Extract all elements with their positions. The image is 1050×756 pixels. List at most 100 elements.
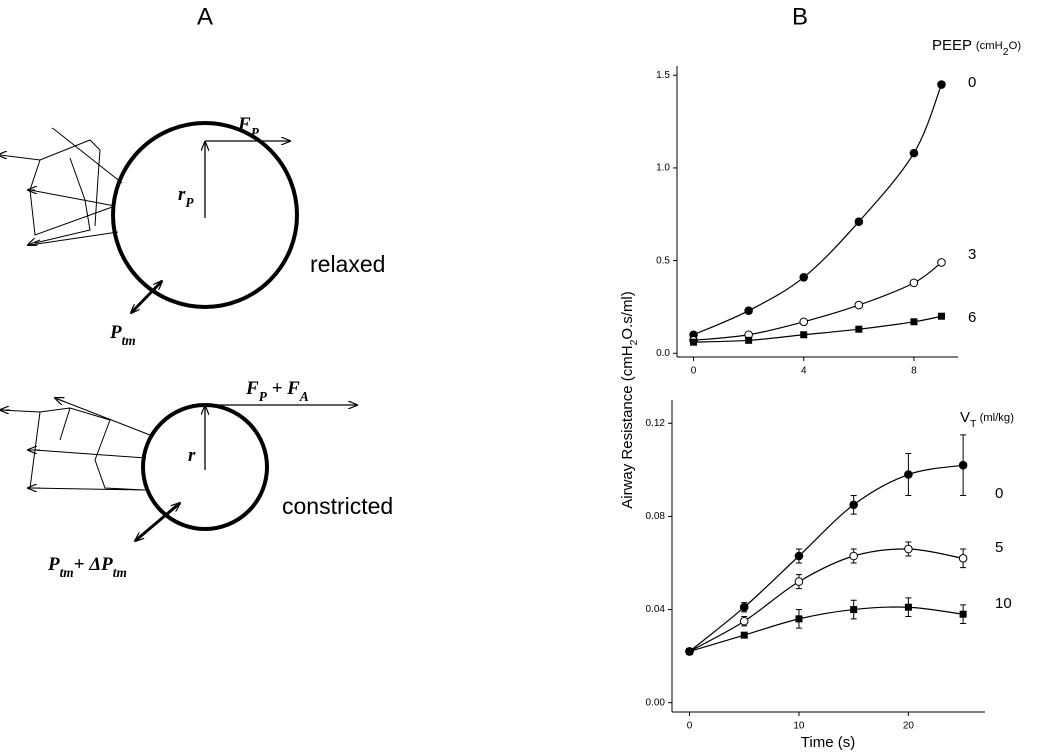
point (686, 647, 694, 655)
text-part: F (237, 114, 251, 135)
diagram (0, 121, 357, 541)
y-tick-label: 0.5 (656, 255, 670, 266)
fit-line (693, 261, 942, 341)
pressure-label: Ptm+ ΔPtm (47, 554, 127, 579)
y-tick-label: 0.12 (646, 418, 666, 429)
series-label: 10 (995, 595, 1012, 612)
x-tick-label: 0 (691, 366, 697, 377)
tether-network (0, 129, 123, 246)
subscript: P (259, 389, 268, 404)
series-label: 5 (995, 539, 1003, 556)
text-part: + F (267, 378, 300, 399)
point (794, 577, 804, 586)
text-part: PEEP (932, 37, 976, 54)
y-tick-label: 1.5 (656, 70, 670, 81)
series-label: 6 (968, 309, 976, 326)
y-tick-label: 1.0 (656, 163, 670, 174)
point (937, 258, 946, 267)
airway-relaxed (111, 121, 299, 309)
fit-line (689, 548, 964, 652)
subscript: 2 (628, 339, 640, 345)
x-axis-title: Time (s) (801, 734, 855, 751)
text-part: P (47, 554, 60, 575)
point (904, 544, 913, 554)
y-tick-label: 0.0 (656, 348, 670, 359)
panel-label: B (792, 3, 808, 30)
point (739, 602, 749, 612)
subscript: tm (113, 565, 127, 580)
point (909, 278, 919, 288)
x-tick-label: 4 (801, 366, 807, 377)
radius-label: r (188, 445, 196, 466)
text-part: (cmH (976, 40, 1003, 52)
text-part: O.s/ml) (619, 291, 636, 339)
subscript: T (970, 418, 977, 430)
text-part: r (188, 445, 196, 466)
point (849, 551, 858, 561)
state-label: constricted (282, 493, 393, 519)
point (740, 631, 748, 639)
point (739, 616, 749, 626)
x-tick-label: 0 (687, 721, 693, 732)
y-tick-label: 0.08 (646, 511, 666, 522)
panel-label: A (197, 3, 213, 30)
text-part: P (109, 322, 122, 343)
y-tick-label: 0.04 (646, 604, 666, 615)
force-label: FP + FA (245, 378, 309, 403)
series-label: 0 (995, 485, 1003, 502)
state-label: relaxed (310, 251, 385, 277)
subscript: 2 (1003, 46, 1009, 58)
point (794, 551, 804, 561)
y-tick-label: 0.00 (646, 697, 666, 708)
point (959, 610, 967, 618)
point (850, 606, 858, 614)
point (909, 148, 919, 158)
point (854, 300, 864, 310)
x-tick-label: 10 (793, 721, 805, 732)
point (958, 554, 968, 563)
x-tick-label: 20 (903, 721, 915, 732)
series-label: 0 (968, 74, 976, 91)
text-part: F (245, 378, 259, 399)
tether-network (0, 397, 151, 491)
pressure-arrow (135, 503, 180, 541)
fit-line (689, 464, 964, 652)
point (937, 80, 946, 89)
fit-line (693, 84, 943, 336)
x-tick-label: 8 (911, 366, 917, 377)
text-part: V (960, 409, 970, 426)
subscript: A (299, 389, 309, 404)
force-label: FP (237, 114, 260, 139)
legend-title: VT (ml/kg) (960, 409, 1014, 430)
text-part: r (178, 184, 186, 205)
point (849, 500, 858, 510)
point (910, 318, 918, 326)
text-part: Airway Resistance (cmH (619, 345, 636, 508)
point (855, 325, 863, 333)
point (904, 470, 913, 479)
point (690, 338, 698, 346)
text-part: (ml/kg) (976, 412, 1014, 424)
series-label: 3 (968, 246, 976, 263)
legend-title: PEEP (cmH2O) (932, 37, 1021, 58)
point (854, 217, 864, 226)
y-axis-title: Airway Resistance (cmH2O.s/ml) (619, 291, 640, 509)
point (800, 331, 808, 339)
point (799, 272, 809, 282)
subscript: tm (122, 333, 136, 348)
subscript: P (185, 195, 194, 210)
point (744, 306, 753, 315)
point (799, 317, 809, 327)
fit-line (693, 315, 942, 343)
pressure-arrow (131, 281, 162, 313)
point (958, 460, 968, 470)
point (937, 312, 945, 320)
subscript: tm (60, 565, 74, 580)
text-part: + ΔP (74, 554, 113, 575)
subscript: P (251, 125, 260, 140)
point (795, 615, 803, 623)
text-part: O) (1009, 40, 1022, 52)
pressure-label: Ptm (109, 322, 136, 347)
point (745, 336, 753, 344)
